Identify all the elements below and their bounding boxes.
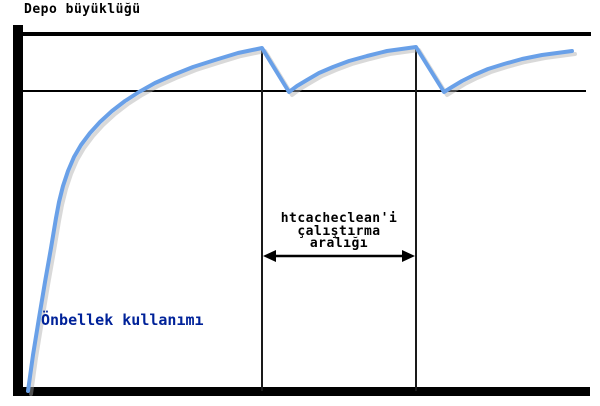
interval-arrow-left-head — [263, 250, 276, 262]
interval-label-line3: aralığı — [309, 236, 369, 251]
y-axis-bar — [13, 25, 23, 396]
interval-label-line2: çalıştırma — [297, 223, 381, 239]
interval-arrow — [263, 250, 415, 262]
interval-arrow-right-head — [402, 250, 415, 262]
interval-label: htcacheclean'i çalıştırma aralığı — [254, 211, 424, 251]
interval-label-line1: htcacheclean'i — [280, 211, 398, 226]
x-axis-bar — [13, 387, 590, 396]
cache-usage-curve — [26, 45, 574, 393]
page-title: Depo büyüklüğü — [24, 2, 141, 17]
curve-label: Önbellek kullanımı — [41, 311, 204, 329]
cache-usage-curve-shadow — [29, 48, 577, 396]
